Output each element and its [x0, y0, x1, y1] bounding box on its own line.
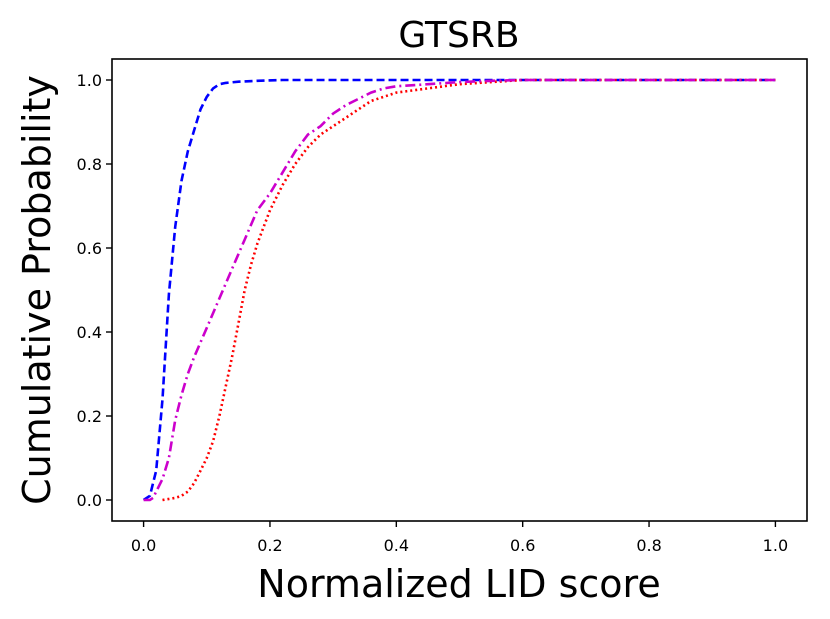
y-tick-label: 0.2	[77, 407, 102, 426]
y-tick-label: 1.0	[77, 71, 102, 90]
y-tick-label: 0.8	[77, 155, 102, 174]
x-tick-label: 0.2	[257, 536, 282, 555]
series-line-1	[142, 78, 776, 502]
x-tick-label: 0.6	[510, 536, 535, 555]
plot-frame	[111, 58, 808, 522]
x-tick-label: 0.8	[636, 536, 661, 555]
y-tick-label: 0.4	[77, 323, 102, 342]
y-tick-label: 0.6	[77, 239, 102, 258]
x-axis: 0.0 0.2 0.4 0.6 0.8 1.0	[131, 521, 788, 555]
series-line-2	[162, 78, 776, 502]
x-tick-label: 0.0	[131, 536, 156, 555]
plot-lines	[142, 78, 776, 502]
y-axis: 0.0 0.2 0.4 0.6 0.8 1.0	[77, 71, 112, 510]
x-tick-label: 1.0	[763, 536, 788, 555]
series-line-3	[143, 78, 776, 502]
y-tick-label: 0.0	[77, 491, 102, 510]
y-axis-label: Cumulative Probability	[15, 75, 59, 505]
x-axis-label: Normalized LID score	[257, 562, 660, 606]
chart-title: GTSRB	[398, 15, 519, 56]
x-tick-label: 0.4	[384, 536, 409, 555]
